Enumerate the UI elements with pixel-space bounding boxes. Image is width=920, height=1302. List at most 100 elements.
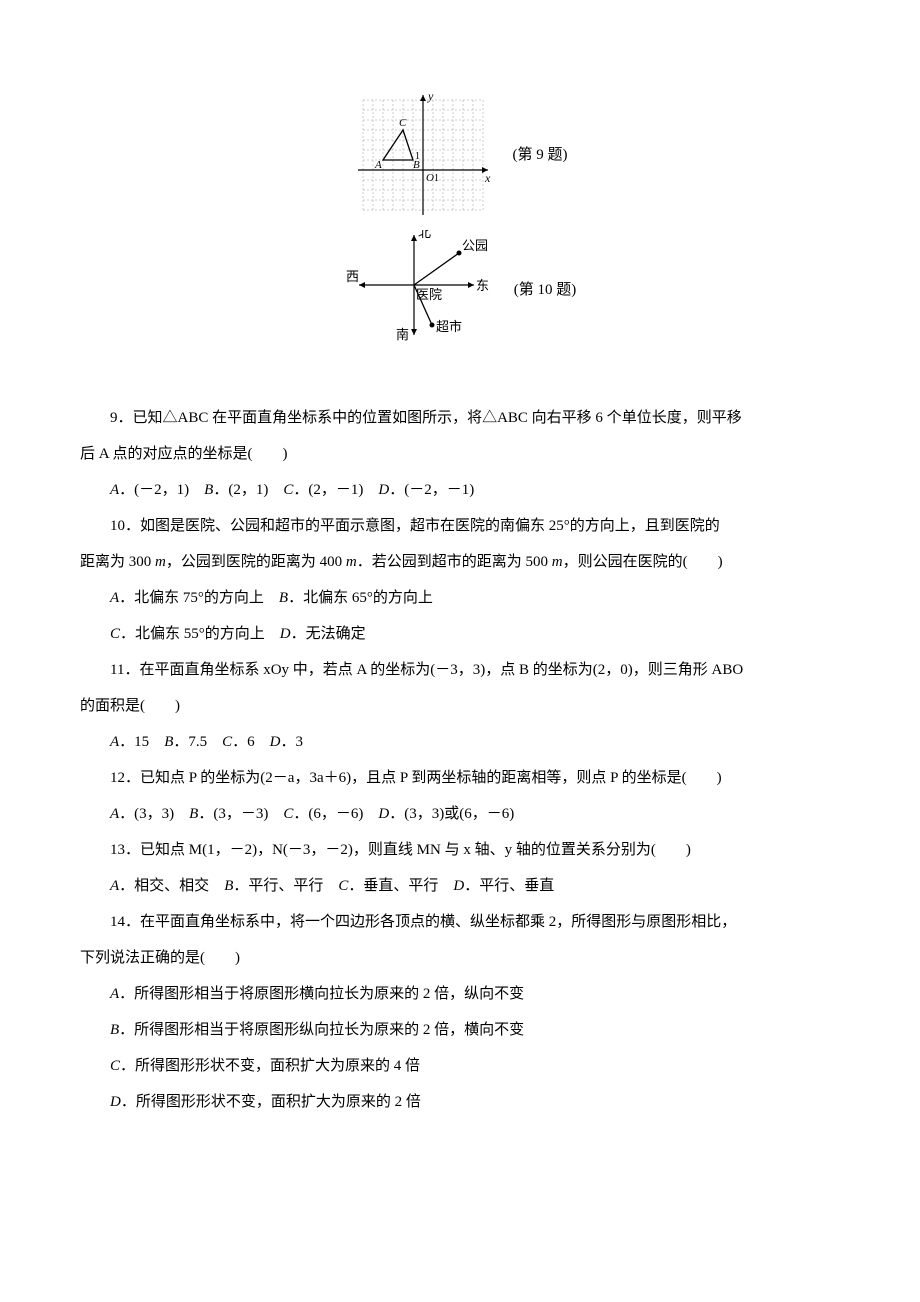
optC-label: C (110, 1058, 120, 1074)
optC-label: C (283, 482, 293, 498)
q10-t2b: ，公园到医院的距离为 400 (166, 554, 346, 570)
label-1y: 1 (415, 151, 420, 162)
optA-label: A (110, 482, 119, 498)
optD: ．无法确定 (291, 626, 366, 642)
optB-label: B (189, 806, 198, 822)
y-arrow-icon (420, 95, 426, 101)
optB: ．7.5 (173, 734, 222, 750)
label-north: 北 (418, 230, 431, 240)
q13-num: 13 (110, 842, 125, 858)
q13-line1: 13．已知点 M(1，－2)，N(－3，－2)，则直线 MN 与 x 轴、y 轴… (80, 832, 840, 868)
q13-text: ．已知点 M(1，－2)，N(－3，－2)，则直线 MN 与 x 轴、y 轴的位… (125, 842, 691, 858)
q14-optC: C．所得图形形状不变，面积扩大为原来的 4 倍 (80, 1048, 840, 1084)
label-A: A (374, 159, 382, 171)
q14-line1: 14．在平面直角坐标系中，将一个四边形各顶点的横、纵坐标都乘 2，所得图形与原图… (80, 904, 840, 940)
optA-label: A (110, 878, 119, 894)
optB: ．北偏东 65°的方向上 (288, 590, 433, 606)
park-dot-icon (456, 251, 461, 256)
figures-block: A B C O 1 1 x y (第 9 题) (80, 90, 840, 350)
q12-line1: 12．已知点 P 的坐标为(2－a，3a＋6)，且点 P 到两坐标轴的距离相等，… (80, 760, 840, 796)
optC-label: C (222, 734, 232, 750)
q11-options: A．15 B．7.5 C．6 D．3 (80, 724, 840, 760)
label-west: 西 (346, 269, 359, 284)
figure-10-caption: (第 10 题) (514, 272, 577, 308)
optC-label: C (283, 806, 293, 822)
q10-t2: 距离为 300 (80, 554, 155, 570)
q10-options-ab: A．北偏东 75°的方向上 B．北偏东 65°的方向上 (80, 580, 840, 616)
optA: ．(3，3) (119, 806, 189, 822)
optC: ．(6，－6) (293, 806, 378, 822)
figure-10-svg: 北 南 东 西 医院 公园 超市 (344, 230, 494, 350)
q13-options: A．相交、相交 B．平行、平行 C．垂直、平行 D．平行、垂直 (80, 868, 840, 904)
label-east: 东 (476, 278, 489, 293)
q11-text: ．在平面直角坐标系 xOy 中，若点 A 的坐标为(－3，3)，点 B 的坐标为… (124, 662, 743, 678)
q10-u2: m (346, 554, 357, 570)
optD: ．3 (281, 734, 304, 750)
q14-optB: B．所得图形相当于将原图形纵向拉长为原来的 2 倍，横向不变 (80, 1012, 840, 1048)
q9-options: A．(－2，1) B．(2，1) C．(2，－1) D．(－2，－1) (80, 472, 840, 508)
optA: ．北偏东 75°的方向上 (119, 590, 279, 606)
q14-text: ．在平面直角坐标系中，将一个四边形各顶点的横、纵坐标都乘 2，所得图形与原图形相… (125, 914, 736, 930)
optD-label: D (378, 482, 389, 498)
figure-9-caption: (第 9 题) (513, 137, 568, 173)
optA: ．所得图形相当于将原图形横向拉长为原来的 2 倍，纵向不变 (119, 986, 524, 1002)
west-arrow-icon (359, 282, 365, 288)
q10-text: ．如图是医院、公园和超市的平面示意图，超市在医院的南偏东 25°的方向上，且到医… (125, 518, 720, 534)
optC: ．6 (232, 734, 270, 750)
q11-line2: 的面积是( ) (80, 688, 840, 724)
q9-num: 9 (110, 410, 118, 426)
q12-options: A．(3，3) B．(3，－3) C．(6，－6) D．(3，3)或(6，－6) (80, 796, 840, 832)
figure-9-svg: A B C O 1 1 x y (353, 90, 493, 220)
optB-label: B (110, 1022, 119, 1038)
triangle-abc (383, 130, 413, 160)
optA: ．相交、相交 (119, 878, 224, 894)
label-1x: 1 (434, 173, 439, 184)
optD: ．所得图形形状不变，面积扩大为原来的 2 倍 (121, 1094, 421, 1110)
optB-label: B (279, 590, 288, 606)
optC-label: C (338, 878, 348, 894)
label-park: 公园 (462, 238, 488, 253)
line-to-park (414, 253, 459, 285)
q10-u3: m (552, 554, 563, 570)
south-arrow-icon (411, 329, 417, 335)
optD-label: D (453, 878, 464, 894)
optC: ．所得图形形状不变，面积扩大为原来的 4 倍 (120, 1058, 420, 1074)
optB: ．所得图形相当于将原图形纵向拉长为原来的 2 倍，横向不变 (119, 1022, 524, 1038)
optC: ．(2，－1) (293, 482, 378, 498)
optC: ．垂直、平行 (348, 878, 453, 894)
q14-optA: A．所得图形相当于将原图形横向拉长为原来的 2 倍，纵向不变 (80, 976, 840, 1012)
optB: ．平行、平行 (233, 878, 338, 894)
label-O: O (426, 172, 434, 184)
figure-10-row: 北 南 东 西 医院 公园 超市 (第 10 题) (80, 230, 840, 350)
north-arrow-icon (411, 235, 417, 241)
optA-label: A (110, 734, 119, 750)
label-y-axis: y (427, 90, 434, 103)
label-x-axis: x (484, 171, 491, 185)
q14-optD: D．所得图形形状不变，面积扩大为原来的 2 倍 (80, 1084, 840, 1120)
label-C: C (399, 117, 407, 129)
q12-num: 12 (110, 770, 125, 786)
q10-t2d: ，则公园在医院的( ) (563, 554, 723, 570)
optC: ．北偏东 55°的方向上 (120, 626, 280, 642)
optD: ．(－2，－1) (389, 482, 474, 498)
q9-line2: 后 A 点的对应点的坐标是( ) (80, 436, 840, 472)
optD-label: D (378, 806, 389, 822)
label-market: 超市 (436, 319, 462, 334)
optD-label: D (280, 626, 291, 642)
q12-text: ．已知点 P 的坐标为(2－a，3a＋6)，且点 P 到两坐标轴的距离相等，则点… (125, 770, 722, 786)
optA-label: A (110, 986, 119, 1002)
q11-line1: 11．在平面直角坐标系 xOy 中，若点 A 的坐标为(－3，3)，点 B 的坐… (80, 652, 840, 688)
optB-label: B (224, 878, 233, 894)
optA-label: A (110, 590, 119, 606)
optD: ．平行、垂直 (464, 878, 554, 894)
label-hospital: 医院 (416, 287, 442, 302)
optB: ．(2，1) (213, 482, 283, 498)
optA: ．(－2，1) (119, 482, 204, 498)
q14-num: 14 (110, 914, 125, 930)
optD-label: D (270, 734, 281, 750)
q9-text: ．已知△ABC 在平面直角坐标系中的位置如图所示，将△ABC 向右平移 6 个单… (118, 410, 742, 426)
market-dot-icon (429, 323, 434, 328)
optB-label: B (204, 482, 213, 498)
optD: ．(3，3)或(6，－6) (389, 806, 514, 822)
optD-label: D (110, 1094, 121, 1110)
